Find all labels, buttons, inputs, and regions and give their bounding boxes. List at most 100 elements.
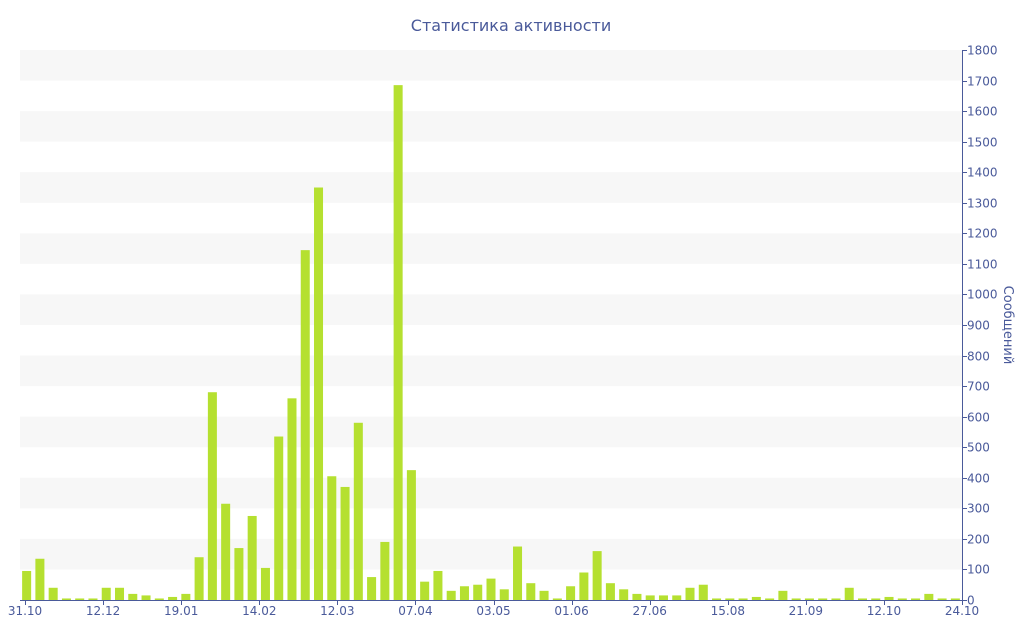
grid-band bbox=[20, 416, 962, 448]
bar bbox=[658, 595, 668, 600]
bar bbox=[406, 470, 416, 600]
bar bbox=[141, 595, 151, 600]
x-tick-label: 12.10 bbox=[867, 604, 901, 618]
bar bbox=[566, 586, 576, 600]
bar bbox=[459, 586, 469, 600]
x-tick-label: 12.12 bbox=[86, 604, 120, 618]
bar bbox=[632, 593, 642, 600]
bar bbox=[420, 581, 430, 600]
bar bbox=[168, 596, 178, 600]
y-tick-label: 900 bbox=[967, 319, 990, 333]
grid-band bbox=[20, 233, 962, 264]
bar bbox=[353, 422, 363, 600]
bar bbox=[751, 596, 761, 600]
bar bbox=[260, 567, 270, 600]
bar bbox=[433, 570, 443, 600]
bar bbox=[911, 598, 921, 600]
bar bbox=[818, 598, 828, 600]
bar bbox=[499, 589, 509, 600]
bar bbox=[725, 598, 735, 600]
y-tick-label: 600 bbox=[967, 411, 990, 425]
x-tick-label: 12.03 bbox=[320, 604, 354, 618]
x-tick-label: 07.04 bbox=[398, 604, 432, 618]
bar bbox=[300, 250, 310, 600]
x-tick-label: 31.10 bbox=[8, 604, 42, 618]
bar bbox=[380, 541, 390, 600]
bar bbox=[884, 596, 894, 600]
bar bbox=[871, 598, 881, 600]
grid-band bbox=[20, 355, 962, 387]
y-tick-label: 1100 bbox=[967, 258, 998, 272]
bar bbox=[194, 557, 204, 600]
bar bbox=[698, 584, 708, 600]
bar bbox=[115, 587, 125, 600]
bar bbox=[207, 392, 217, 600]
bar bbox=[221, 503, 231, 600]
x-axis-ticks: 31.10 12.12 19.01 14.02 12.03 07.04 03.05 01.06… bbox=[8, 600, 979, 618]
bar bbox=[844, 587, 854, 600]
bar bbox=[75, 598, 85, 600]
x-tick-label: 03.05 bbox=[476, 604, 510, 618]
y-tick-label: 1800 bbox=[967, 44, 998, 58]
bar bbox=[446, 590, 456, 600]
bar bbox=[486, 578, 496, 600]
x-tick-label: 15.08 bbox=[711, 604, 745, 618]
y-tick-label: 800 bbox=[967, 350, 990, 364]
y-tick-label: 400 bbox=[967, 472, 990, 486]
bar bbox=[340, 486, 350, 600]
y-tick-label: 1300 bbox=[967, 197, 998, 211]
bar-series bbox=[22, 85, 960, 600]
x-tick-label: 21.09 bbox=[789, 604, 823, 618]
bar bbox=[101, 587, 111, 600]
x-tick-label: 14.02 bbox=[242, 604, 276, 618]
bar bbox=[367, 577, 377, 600]
bar bbox=[791, 598, 801, 600]
grid-band bbox=[20, 477, 962, 509]
bar bbox=[181, 593, 191, 600]
bar bbox=[937, 598, 947, 600]
bar bbox=[314, 187, 324, 600]
bar bbox=[672, 595, 682, 600]
bar bbox=[831, 598, 841, 600]
y-tick-label: 1000 bbox=[967, 288, 998, 302]
grid-band bbox=[20, 172, 962, 203]
bar bbox=[128, 593, 138, 600]
y-tick-label: 1500 bbox=[967, 136, 998, 150]
bar bbox=[234, 548, 244, 600]
x-tick-label: 19.01 bbox=[164, 604, 198, 618]
bar bbox=[274, 436, 284, 600]
bar bbox=[738, 598, 748, 600]
grid-band bbox=[20, 111, 962, 142]
bar bbox=[765, 598, 775, 600]
bar bbox=[513, 546, 523, 600]
y-tick-label: 300 bbox=[967, 502, 990, 516]
y-axis-ticks: 0 100 200 300 400 500 600 700 800 900 1000 1100 1200… bbox=[962, 44, 998, 608]
bar bbox=[592, 551, 602, 600]
x-tick-label: 01.06 bbox=[554, 604, 588, 618]
y-tick-label: 200 bbox=[967, 533, 990, 547]
bar bbox=[287, 398, 297, 600]
bar bbox=[778, 590, 788, 600]
chart-title: Статистика активности bbox=[411, 16, 611, 35]
grid-bands bbox=[20, 50, 962, 570]
bar bbox=[804, 598, 814, 600]
y-tick-label: 1600 bbox=[967, 105, 998, 119]
bar bbox=[22, 570, 32, 600]
grid-band bbox=[20, 294, 962, 325]
bar bbox=[393, 85, 403, 600]
bar bbox=[35, 558, 45, 600]
bar bbox=[897, 598, 907, 600]
bar bbox=[526, 583, 536, 600]
bar bbox=[712, 598, 722, 600]
y-tick-label: 1200 bbox=[967, 227, 998, 241]
bar bbox=[247, 515, 257, 600]
y-tick-label: 1400 bbox=[967, 166, 998, 180]
y-axis-label: Сообщений bbox=[1000, 286, 1015, 365]
bar bbox=[154, 598, 164, 600]
y-tick-label: 500 bbox=[967, 441, 990, 455]
bar bbox=[857, 598, 867, 600]
y-tick-label: 1700 bbox=[967, 75, 998, 89]
bar bbox=[924, 593, 934, 600]
